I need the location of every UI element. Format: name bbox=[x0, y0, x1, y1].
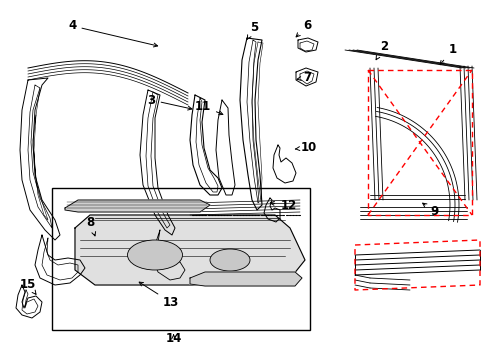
Text: 6: 6 bbox=[296, 19, 310, 37]
Text: 11: 11 bbox=[194, 100, 223, 115]
Text: 7: 7 bbox=[296, 71, 310, 84]
Polygon shape bbox=[75, 215, 305, 285]
Text: 15: 15 bbox=[20, 278, 37, 294]
Polygon shape bbox=[65, 200, 209, 212]
Text: 10: 10 bbox=[295, 141, 317, 154]
Text: 5: 5 bbox=[247, 21, 258, 39]
Polygon shape bbox=[190, 272, 302, 286]
Bar bbox=[52, 188, 309, 330]
Text: 1: 1 bbox=[439, 43, 455, 65]
Text: 14: 14 bbox=[165, 332, 182, 345]
Text: 12: 12 bbox=[270, 199, 296, 212]
Text: 13: 13 bbox=[139, 282, 179, 309]
Text: 2: 2 bbox=[375, 40, 387, 60]
Ellipse shape bbox=[209, 249, 249, 271]
Text: 4: 4 bbox=[68, 19, 157, 47]
Text: 3: 3 bbox=[147, 94, 191, 110]
Ellipse shape bbox=[127, 240, 182, 270]
Text: 9: 9 bbox=[422, 203, 437, 218]
Text: 8: 8 bbox=[86, 216, 95, 236]
